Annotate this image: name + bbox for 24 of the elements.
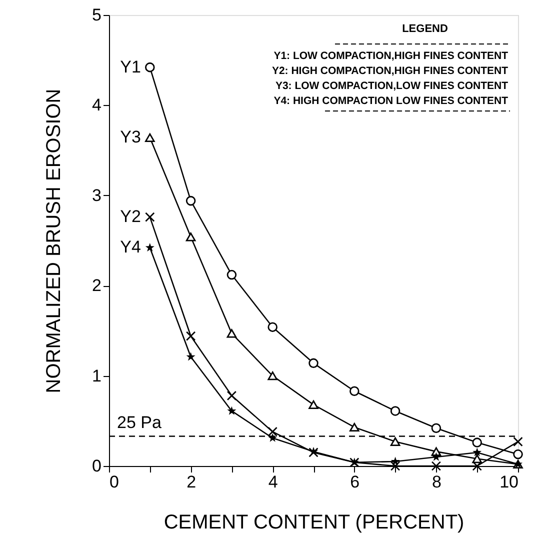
x-axis-title: CEMENT CONTENT (PERCENT): [164, 512, 464, 534]
x-tick-label: 4: [268, 472, 278, 492]
annotation: Y2: HIGH COMPACTION,HIGH FINES CONTENT: [272, 65, 509, 77]
series-label: Y1: [120, 57, 141, 76]
ref-line-label: 25 Pa: [117, 413, 162, 432]
series-label: Y2: [120, 207, 141, 226]
y-tick-label: 5: [92, 6, 102, 24]
y-tick-label: 0: [92, 456, 102, 476]
y-tick-label: 3: [92, 186, 102, 205]
legend-title: LEGEND: [402, 23, 448, 35]
y-tick-label: 4: [92, 96, 102, 115]
y-axis-title: NORMALIZED BRUSH EROSION: [43, 88, 66, 394]
x-tick-label: 0: [110, 472, 119, 492]
y-tick-label: 1: [92, 366, 102, 386]
x-tick-label: 10: [500, 472, 518, 492]
y-tick-label: 2: [92, 276, 102, 296]
annotation: Y4: HIGH COMPACTION LOW FINES CONTENT: [274, 95, 509, 107]
series-label: Y3: [120, 128, 141, 147]
x-tick-label: 6: [350, 472, 360, 492]
x-tick-label: 2: [186, 472, 196, 492]
annotation: Y3: LOW COMPACTION,LOW FINES CONTENT: [275, 80, 509, 92]
series-label: Y4: [120, 238, 141, 257]
x-tick-label: 8: [432, 472, 442, 492]
annotation: Y1: LOW COMPACTION,HIGH FINES CONTENT: [274, 50, 509, 62]
